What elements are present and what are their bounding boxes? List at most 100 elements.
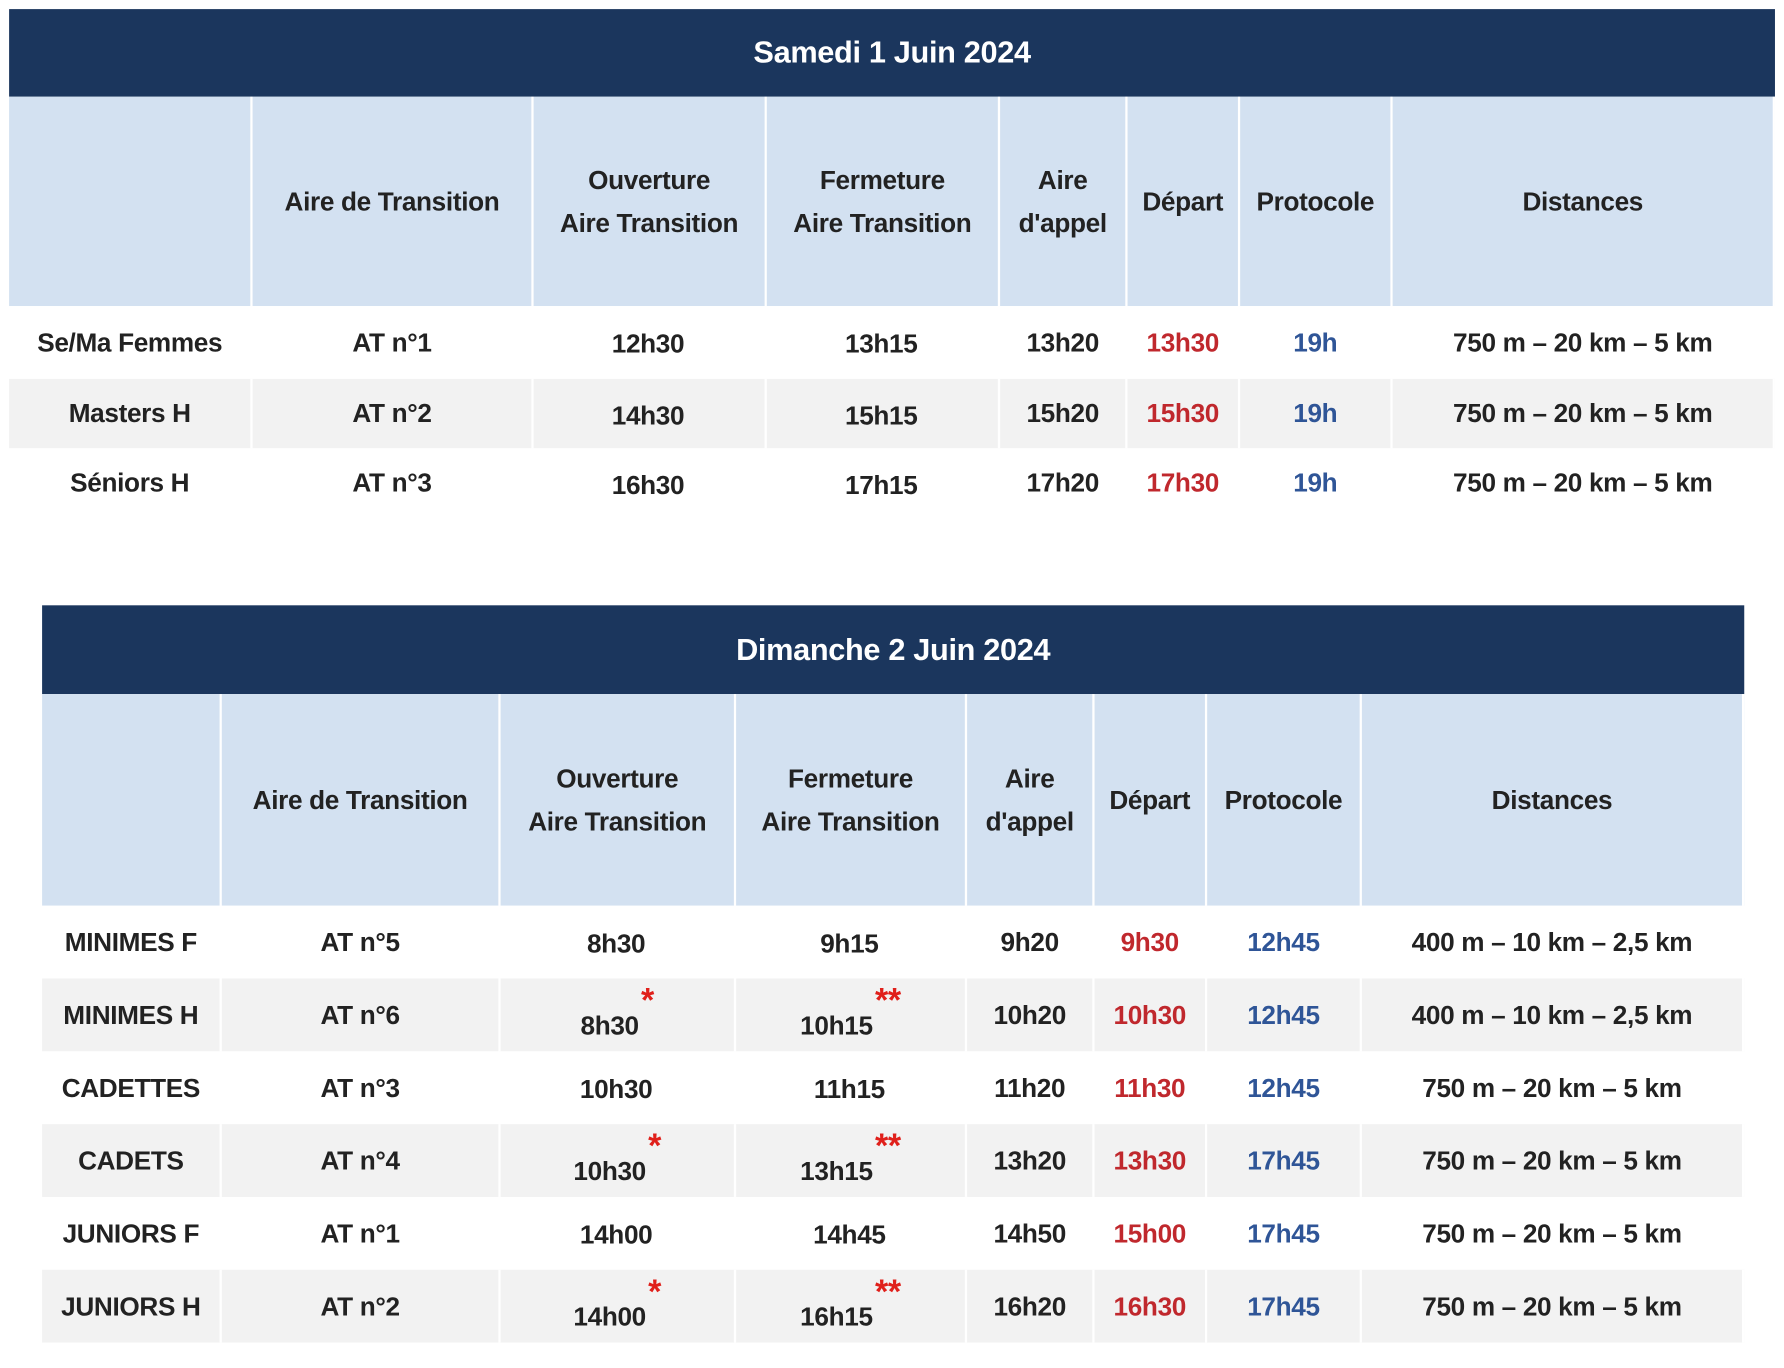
appel-cell: 17h20 [1000, 448, 1128, 518]
depart-cell: 15h30 [1127, 378, 1241, 449]
header-fermeture: Fermeture Aire Transition [736, 694, 968, 906]
asterisk-note-mark: * [648, 1127, 662, 1166]
header-fermeture: Fermeture Aire Transition [766, 96, 1001, 307]
ouverture-cell: 14h30 [533, 378, 767, 449]
double-asterisk-note-mark: ** [874, 1127, 901, 1166]
distances-cell: 400 m – 10 km – 2,5 km [1361, 905, 1745, 979]
depart-cell: 13h30 [1094, 1124, 1208, 1197]
aire-cell: AT n°1 [221, 1196, 501, 1270]
header-appel: Aire d'appel [1000, 96, 1128, 307]
header-ouverture-line1: Ouverture [556, 763, 679, 794]
table-row: MINIMES H AT n°6 8h30* 10h15** 10h20 10h… [42, 978, 1745, 1052]
header-fermeture-line1: Fermeture [788, 763, 913, 794]
day-title: Samedi 1 Juin 2024 [9, 9, 1776, 97]
category-cell: Se/Ma Femmes [9, 306, 253, 379]
depart-cell: 10h30 [1094, 978, 1208, 1052]
table-row: JUNIORS F AT n°1 14h00 14h45 14h50 15h00… [42, 1196, 1745, 1270]
fermeture-cell: 15h15 [766, 378, 1001, 449]
ouverture-cell: 14h00 [500, 1196, 737, 1270]
depart-cell: 17h30 [1127, 448, 1241, 518]
fermeture-time: 17h15 [844, 469, 918, 499]
appel-cell: 11h20 [967, 1051, 1095, 1125]
depart-cell: 9h30 [1094, 905, 1208, 979]
appel-cell: 13h20 [1000, 306, 1128, 379]
category-cell: MINIMES F [42, 905, 222, 979]
protocole-cell: 12h45 [1207, 1051, 1362, 1125]
ouverture-cell: 8h30 [500, 905, 737, 979]
fermeture-cell: 9h15 [736, 905, 968, 979]
distances-cell: 750 m – 20 km – 5 km [1361, 1269, 1745, 1343]
header-category [9, 96, 253, 307]
header-fermeture-line2: Aire Transition [793, 208, 972, 238]
table-row: Séniors H AT n°3 16h30 17h15 17h20 17h30… [9, 448, 1776, 518]
header-ouverture: Ouverture Aire Transition [500, 694, 737, 906]
ouverture-time: 14h00 [579, 1219, 653, 1250]
header-appel-line1: Aire [1037, 164, 1088, 195]
aire-cell: AT n°2 [252, 378, 534, 449]
depart-cell: 16h30 [1094, 1269, 1208, 1343]
header-category [42, 694, 222, 906]
distances-cell: 750 m – 20 km – 5 km [1392, 448, 1776, 518]
day-title: Dimanche 2 Juin 2024 [42, 605, 1745, 695]
aire-cell: AT n°3 [221, 1051, 501, 1125]
header-distances: Distances [1392, 96, 1776, 307]
appel-cell: 14h50 [967, 1196, 1095, 1270]
ouverture-cell: 10h30* [500, 1124, 737, 1197]
header-aire: Aire de Transition [221, 694, 501, 906]
table-row: MINIMES F AT n°5 8h30 9h15 9h20 9h30 12h… [42, 905, 1745, 979]
distances-cell: 750 m – 20 km – 5 km [1392, 378, 1776, 449]
protocole-cell: 17h45 [1207, 1124, 1362, 1197]
header-depart: Départ [1094, 694, 1208, 906]
aire-cell: AT n°5 [221, 905, 501, 979]
appel-cell: 9h20 [967, 905, 1095, 979]
header-appel: Aire d'appel [967, 694, 1095, 906]
header-appel-line1: Aire [1004, 763, 1055, 794]
fermeture-time: 14h45 [813, 1219, 886, 1250]
protocole-cell: 17h45 [1207, 1196, 1362, 1270]
fermeture-cell: 11h15 [736, 1051, 968, 1125]
aire-cell: AT n°1 [252, 306, 534, 379]
table-row: CADETS AT n°4 10h30* 13h15** 13h20 13h30… [42, 1124, 1745, 1197]
protocole-cell: 19h [1240, 378, 1393, 449]
ouverture-cell: 12h30 [533, 306, 767, 379]
category-cell: CADETTES [42, 1051, 222, 1125]
header-distances: Distances [1361, 694, 1745, 906]
ouverture-time: 10h30 [579, 1074, 653, 1104]
asterisk-note-mark: * [648, 1273, 662, 1311]
header-aire: Aire de Transition [252, 96, 534, 307]
header-appel-line2: d'appel [1018, 208, 1108, 238]
header-ouverture-line1: Ouverture [588, 164, 711, 195]
header-depart: Départ [1127, 96, 1241, 307]
distances-cell: 750 m – 20 km – 5 km [1361, 1124, 1745, 1197]
fermeture-time: 10h15 [800, 1010, 873, 1040]
fermeture-cell: 16h15** [736, 1269, 968, 1343]
fermeture-time: 15h15 [844, 399, 918, 430]
protocole-cell: 19h [1240, 448, 1393, 518]
header-ouverture-line2: Aire Transition [560, 208, 739, 238]
depart-cell: 13h30 [1127, 306, 1241, 379]
header-ouverture: Ouverture Aire Transition [533, 96, 767, 307]
fermeture-cell: 13h15 [766, 306, 1001, 379]
distances-cell: 750 m – 20 km – 5 km [1392, 306, 1776, 379]
fermeture-time: 11h15 [813, 1074, 885, 1104]
depart-cell: 11h30 [1094, 1051, 1208, 1125]
header-ouverture-line2: Aire Transition [528, 806, 707, 837]
sunday-schedule-table: Dimanche 2 Juin 2024 Aire de Transition … [42, 605, 1745, 1343]
ouverture-cell: 8h30* [500, 978, 737, 1052]
header-appel-line2: d'appel [985, 806, 1075, 837]
distances-cell: 750 m – 20 km – 5 km [1361, 1196, 1745, 1270]
category-cell: JUNIORS H [42, 1269, 222, 1343]
asterisk-note-mark: * [641, 981, 655, 1020]
protocole-cell: 19h [1240, 306, 1393, 379]
table-row: JUNIORS H AT n°2 14h00* 16h15** 16h20 16… [42, 1269, 1745, 1343]
ouverture-time: 10h30 [573, 1156, 646, 1186]
ouverture-time: 16h30 [611, 469, 685, 499]
protocole-cell: 17h45 [1207, 1269, 1362, 1343]
ouverture-time: 14h00 [573, 1301, 646, 1332]
ouverture-time: 14h30 [611, 399, 685, 430]
fermeture-time: 13h15 [844, 328, 918, 359]
fermeture-cell: 17h15 [766, 448, 1001, 518]
aire-cell: AT n°6 [221, 978, 501, 1052]
saturday-schedule-table: Samedi 1 Juin 2024 Aire de Transition Ou… [9, 9, 1776, 518]
